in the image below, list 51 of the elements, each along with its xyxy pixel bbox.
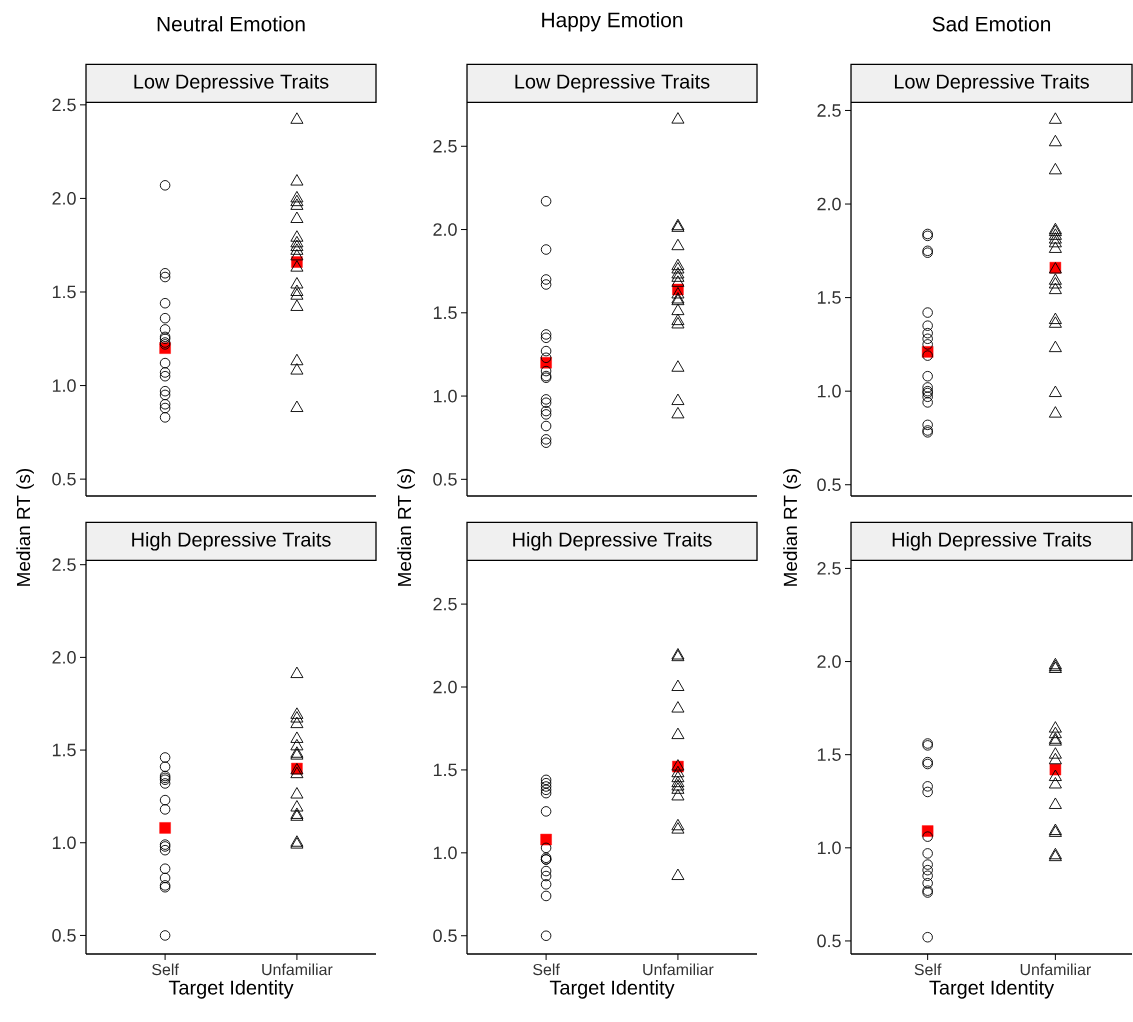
x-tick-label: Unfamiliar <box>643 963 714 976</box>
x-tick-label: Unfamiliar <box>1020 963 1091 976</box>
y-tick-label: 0.5 <box>52 472 76 486</box>
x-tick-label: Self <box>152 963 179 976</box>
y-tick-label: 0.5 <box>433 929 457 943</box>
chart-subtitle: High Depressive Traits <box>892 532 1092 551</box>
x-axis-title: Target Identity <box>549 980 675 999</box>
y-tick-label: 2.0 <box>433 680 457 694</box>
y-tick-label: 2.0 <box>52 192 76 205</box>
y-tick-label: 1.0 <box>433 389 457 403</box>
y-tick-label: 2.0 <box>817 655 841 668</box>
y-tick-label: 1.0 <box>52 836 76 850</box>
y-tick-label: 2.5 <box>433 139 457 153</box>
chart-title: Happy Emotion <box>542 11 683 32</box>
chart-subtitle: High Depressive Traits <box>132 532 331 551</box>
chart-title: Sad Emotion <box>932 16 1051 32</box>
y-tick-label: 0.5 <box>817 478 841 492</box>
y-tick-label: 2.0 <box>433 223 457 236</box>
chart-subtitle: Low Depressive Traits <box>894 74 1089 93</box>
x-tick-label: Unfamiliar <box>262 963 333 976</box>
y-tick-label: 1.5 <box>52 743 76 757</box>
y-axis-title: Median RT (s) <box>397 469 415 586</box>
y-tick-label: 1.5 <box>433 306 457 320</box>
y-tick-label: 0.5 <box>52 929 76 942</box>
y-axis-title: Median RT (s) <box>16 469 34 586</box>
y-tick-label: 2.0 <box>817 197 841 211</box>
y-tick-label: 1.5 <box>52 285 76 299</box>
y-tick-label: 2.5 <box>817 104 841 117</box>
chart-subtitle: Low Depressive Traits <box>134 74 329 93</box>
x-tick-label: Self <box>914 963 942 976</box>
x-axis-title: Target Identity <box>929 980 1055 999</box>
y-tick-label: 1.0 <box>817 384 841 398</box>
chart-subtitle: Low Depressive Traits <box>515 74 710 93</box>
chart-subtitle: High Depressive Traits <box>513 532 712 551</box>
y-tick-label: 2.0 <box>52 651 76 664</box>
y-axis-title: Median RT (s) <box>783 469 801 586</box>
x-tick-label: Self <box>533 963 560 976</box>
y-tick-label: 1.5 <box>817 291 841 304</box>
y-tick-label: 2.5 <box>433 597 457 611</box>
y-tick-label: 0.5 <box>817 934 841 948</box>
x-axis-title: Target Identity <box>168 980 294 999</box>
y-tick-label: 1.5 <box>433 763 457 777</box>
y-tick-label: 2.5 <box>52 558 76 572</box>
y-tick-label: 2.5 <box>817 562 841 575</box>
chart-title: Neutral Emotion <box>157 16 305 32</box>
y-tick-label: 2.5 <box>52 98 76 112</box>
y-tick-label: 0.5 <box>433 472 457 486</box>
y-tick-label: 1.0 <box>817 841 841 855</box>
y-tick-label: 1.5 <box>817 748 841 761</box>
y-tick-label: 1.0 <box>433 846 457 860</box>
y-tick-label: 1.0 <box>52 379 76 392</box>
